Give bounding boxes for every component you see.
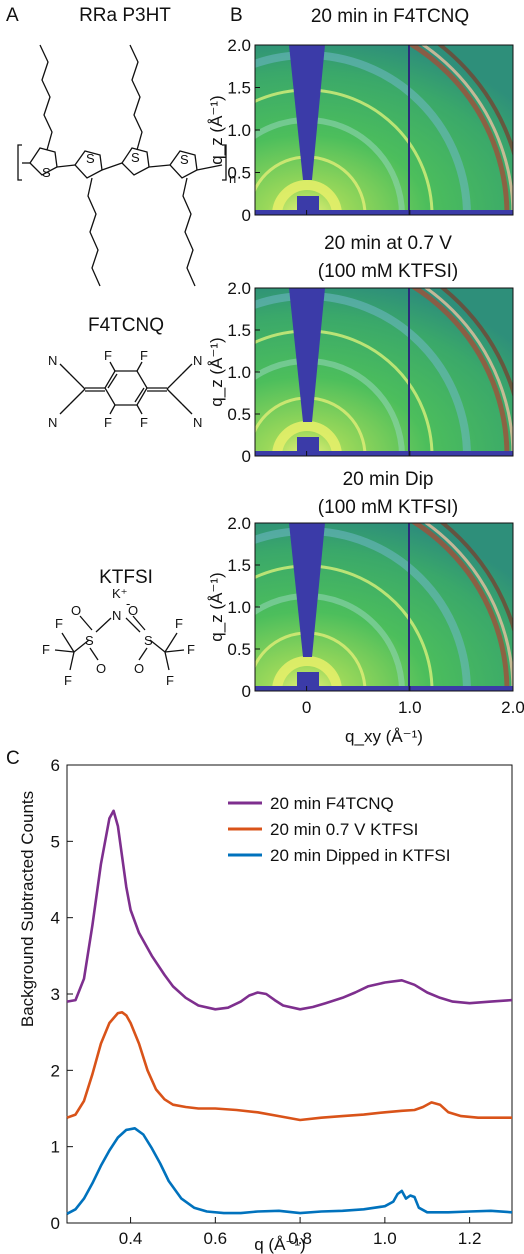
ktfsi-o2: O [96,661,106,676]
x-tick-label: 1.2 [458,1229,482,1248]
f4tcnq-n4: N [193,415,202,430]
giwaxs-ytick-label: 0.5 [227,405,251,424]
f4tcnq-title: F4TCNQ [88,315,164,336]
y-tick-label: 5 [51,832,60,851]
f4tcnq-f1: F [104,348,112,363]
ktfsi-structure [54,615,185,671]
giwaxs-ylabel-1: q_z (Å⁻¹) [207,95,226,164]
giwaxs-ytick-label: 1.0 [227,121,251,140]
ktfsi-o1: O [71,603,81,618]
giwaxs-xtick-label: 1.0 [398,698,422,717]
ktfsi-k: K⁺ [112,586,128,601]
ktfsi-f5: F [175,616,183,631]
ktfsi-f2: F [55,616,63,631]
y-tick-label: 0 [51,1214,60,1233]
panel-b-letter: B [230,5,243,26]
x-tick-label: 0.4 [119,1229,143,1248]
giwaxs-ytick-label: 2.0 [227,36,251,55]
giwaxs-ytick-label: 2.0 [227,279,251,298]
giwaxs-ylabel-3: q_z (Å⁻¹) [207,572,226,641]
p3ht-title: RRa P3HT [79,5,171,26]
giwaxs-title-2b: (100 mM KTFSI) [318,261,458,282]
ktfsi-f3: F [64,673,72,688]
giwaxs-xtick-label: 2.0 [501,698,524,717]
f4tcnq-f2: F [140,348,148,363]
giwaxs-ytick-label: 0 [242,447,251,466]
panel-c: C 0 1 2 3 4 5 6 0.4 0.6 0.8 1.0 1.2 Background Subt… [6,748,513,1254]
f4tcnq-f3: F [104,415,112,430]
panel-b: B 20 min in F4TCNQ 20 min at 0.7 V (100 … [207,5,524,746]
p3ht-s4: S [180,152,189,167]
giwaxs-image-1 [255,45,513,215]
ktfsi-n: N [112,608,121,623]
p3ht-structure [17,44,227,287]
giwaxs-title-3a: 20 min Dip [343,469,434,490]
panel-a-letter: A [6,5,19,26]
ktfsi-f4: F [187,642,195,657]
giwaxs-ylabel-2: q_z (Å⁻¹) [207,337,226,406]
ktfsi-title: KTFSI [99,567,153,588]
series-line-3 [66,1127,513,1215]
panel-a: A RRa P3HT S [6,5,236,688]
p3ht-n: n [229,171,236,186]
chart-xlabel: q (Å⁻¹) [254,1235,305,1254]
x-tick-label: 0.8 [288,1229,312,1248]
giwaxs-ytick-label: 1.5 [227,321,251,340]
legend-label-2: 20 min 0.7 V KTFSI [270,820,418,839]
panel-b-axes: 0 0.5 1.0 1.5 2.0 0 0.5 1.0 1.5 2.0 0 0.5 1.0 1.5 2.0 0… [227,36,524,717]
giwaxs-ytick-label: 2.0 [227,514,251,533]
giwaxs-xtick-label: 0 [302,698,311,717]
ktfsi-o3: O [128,603,138,618]
chart-ylabel: Background Subtracted Counts [18,791,37,1027]
ktfsi-s1: S [85,633,94,648]
series-line-1 [66,809,513,1011]
legend-label-1: 20 min F4TCNQ [270,794,394,813]
giwaxs-xlabel: q_xy (Å⁻¹) [345,727,423,746]
f4tcnq-structure [59,361,193,415]
legend-label-3: 20 min Dipped in KTFSI [270,846,450,865]
giwaxs-image-2 [255,288,513,456]
line-chart: 0 1 2 3 4 5 6 0.4 0.6 0.8 1.0 1.2 [51,756,513,1248]
ktfsi-charge: - [126,596,130,611]
panel-c-letter: C [6,748,20,769]
giwaxs-ytick-label: 1.0 [227,598,251,617]
f4tcnq-f4: F [140,415,148,430]
giwaxs-title-1: 20 min in F4TCNQ [311,6,469,27]
ktfsi-f1: F [42,642,50,657]
y-tick-label: 1 [51,1138,60,1157]
giwaxs-title-2a: 20 min at 0.7 V [324,233,452,254]
giwaxs-ytick-label: 0 [242,206,251,225]
giwaxs-ytick-label: 1.5 [227,556,251,575]
f4tcnq-n3: N [193,353,202,368]
giwaxs-image-3 [255,523,513,691]
giwaxs-ytick-label: 0 [242,682,251,701]
ktfsi-s2: S [144,633,153,648]
y-tick-label: 2 [51,1061,60,1080]
x-tick-label: 0.6 [204,1229,228,1248]
chart-legend: 20 min F4TCNQ 20 min 0.7 V KTFSI 20 min Di… [228,794,450,865]
p3ht-s3: S [131,150,140,165]
y-tick-label: 4 [51,909,60,928]
giwaxs-ytick-label: 1.0 [227,363,251,382]
giwaxs-ytick-label: 0.5 [227,640,251,659]
f4tcnq-n2: N [48,415,57,430]
giwaxs-ytick-label: 1.5 [227,79,251,98]
p3ht-s1: S [42,165,51,180]
giwaxs-title-3b: (100 mM KTFSI) [318,497,458,518]
series-line-2 [66,1010,512,1122]
y-tick-label: 3 [51,985,60,1004]
ktfsi-o4: O [134,661,144,676]
p3ht-s2: S [86,151,95,166]
y-tick-label: 6 [51,756,60,775]
f4tcnq-n1: N [48,353,57,368]
giwaxs-ytick-label: 0.5 [227,164,251,183]
ktfsi-f6: F [166,673,174,688]
x-tick-label: 1.0 [373,1229,397,1248]
